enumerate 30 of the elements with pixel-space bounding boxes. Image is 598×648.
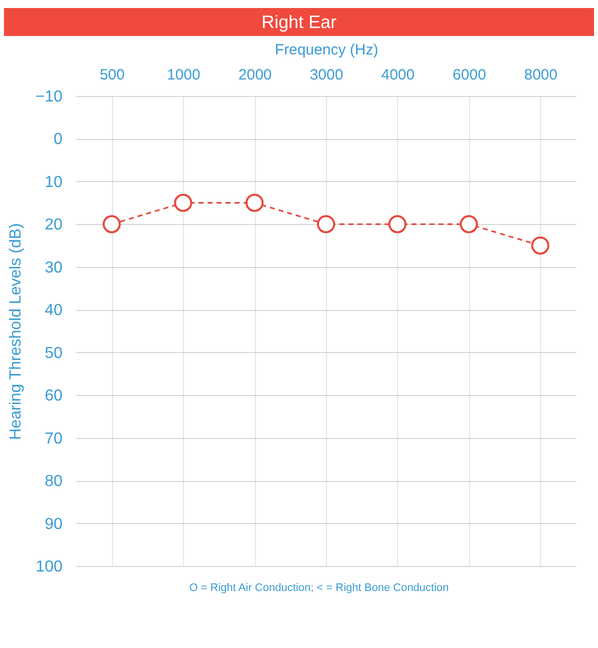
x-tick-label: 2000	[238, 66, 272, 84]
point	[102, 215, 121, 234]
chart-title: Right Ear	[4, 8, 594, 36]
x-tick-label: 1000	[166, 66, 200, 84]
x-axis-title: Frequency (Hz)	[274, 42, 378, 58]
text: O = Right Air Conduction; < = Right Bone Conduction	[188, 582, 450, 594]
y-tick-label: −10	[35, 88, 63, 106]
y-tick-label: 100	[36, 558, 63, 576]
point	[460, 215, 478, 234]
y-tick-label: 20	[44, 216, 63, 234]
point	[388, 215, 406, 234]
point	[174, 194, 192, 212]
x-tick-label: 6000	[452, 66, 486, 84]
y-tick-label: 60	[44, 388, 63, 405]
y-axis-title: Hearing Threshold Levels (dB)	[7, 223, 24, 440]
x-tick-label: 4000	[381, 66, 415, 84]
y-tick-label: 50	[44, 344, 63, 362]
point	[531, 236, 550, 255]
y-tick-label: 80	[44, 473, 63, 490]
point	[246, 194, 264, 212]
y-tick-label: 40	[44, 302, 63, 320]
x-tick-label: 8000	[524, 66, 558, 84]
y-tick-label: 10	[44, 174, 63, 191]
x-tick-label: 500	[100, 66, 125, 84]
y-tick-label: 0	[54, 131, 63, 148]
y-tick-label: 30	[44, 259, 63, 276]
x-tick-label: 3000	[310, 66, 344, 84]
y-tick-label: 70	[44, 430, 63, 448]
point	[316, 215, 336, 234]
y-tick-label: 90	[44, 516, 63, 533]
